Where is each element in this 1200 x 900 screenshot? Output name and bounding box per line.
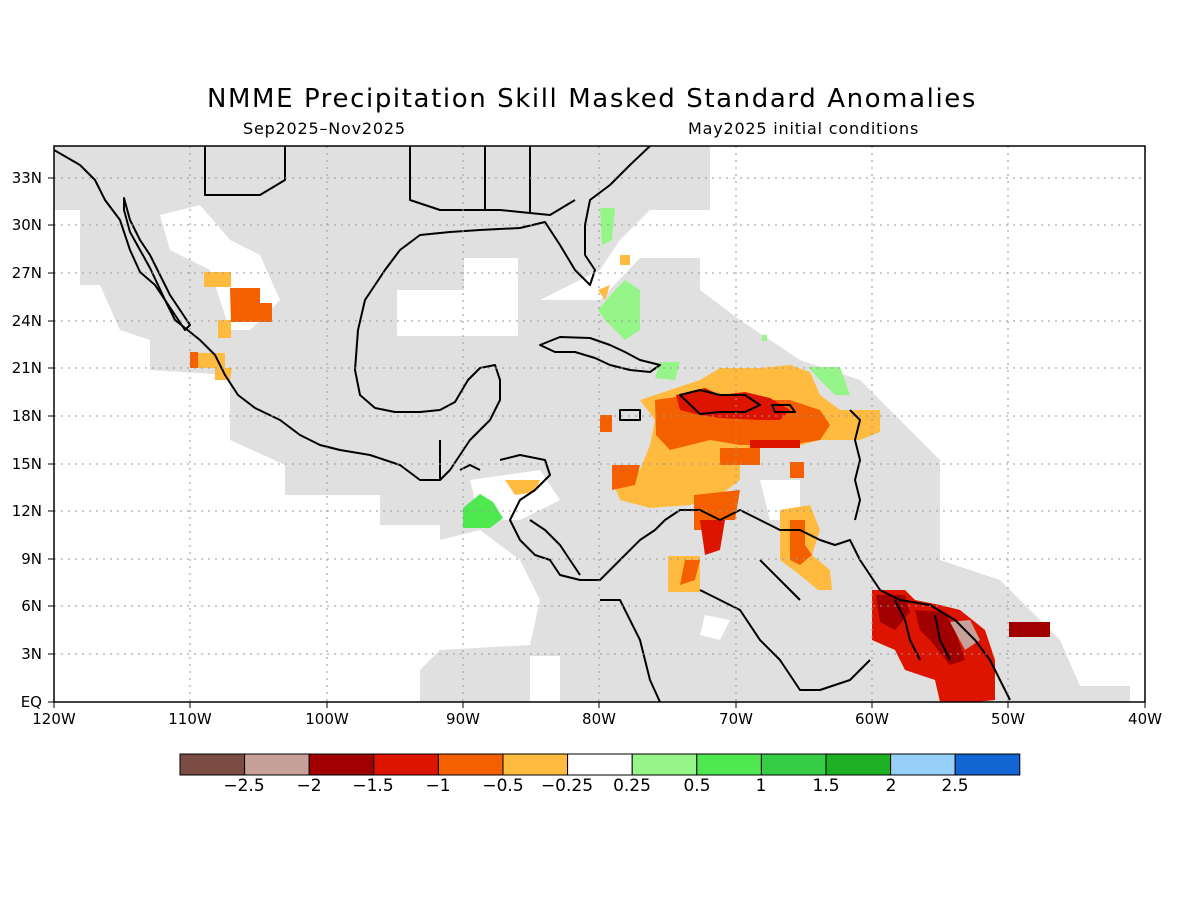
lat-label-3n: 3N [21,645,42,663]
colorbar-swatch [890,753,956,776]
anomaly-shading [190,208,1050,702]
colorbar-swatch [825,753,892,776]
colorbar-swatch [373,753,439,776]
axis-ticks [48,177,1146,708]
colorbar-swatch [308,753,375,776]
graticule [54,146,1145,702]
lat-label-33n: 33N [11,169,42,187]
colorbar-label: −1 [425,776,451,796]
lat-label-18n: 18N [11,407,42,425]
lon-label-70w: 70W [719,710,753,728]
lon-label-110w: 110W [168,710,212,728]
colorbar-label: −0.5 [482,776,524,796]
lon-label-90w: 90W [446,710,480,728]
colorbar-label: −1.5 [352,776,394,796]
lat-label-15n: 15N [11,455,42,473]
colorbar-swatch [567,753,633,776]
lon-label-50w: 50W [991,710,1025,728]
colorbar-label: 0.5 [683,776,711,796]
colorbar-swatch [502,753,569,776]
colorbar-swatch [631,753,698,776]
colorbar-label: −0.25 [540,776,594,796]
colorbar-label: −2 [296,776,322,796]
initial-conditions: May2025 initial conditions [688,119,920,138]
map-title: NMME Precipitation Skill Masked Standard… [206,84,978,114]
colorbar-label: 0.25 [613,776,651,796]
colorbar-swatch [954,753,1021,776]
colorbar-swatch [760,753,827,776]
lon-label-100w: 100W [305,710,349,728]
colorbar-label: 1 [755,776,767,796]
colorbar-swatch [244,753,310,776]
map-layers [54,146,1130,702]
lat-label-6n: 6N [21,597,42,615]
colorbar-swatch [437,753,504,776]
colorbar-label: 2 [885,776,897,796]
lon-label-60w: 60W [855,710,889,728]
lat-label-eq: EQ [20,693,42,711]
colorbar-swatch [179,753,246,776]
colorbar-label: −2.5 [223,776,265,796]
lon-label-120w: 120W [32,710,76,728]
colorbar [179,753,1021,776]
lon-label-40w: 40W [1128,710,1162,728]
colorbar-swatch [696,753,762,776]
lat-label-27n: 27N [11,264,42,282]
lat-label-24n: 24N [11,312,42,330]
lat-label-21n: 21N [11,359,42,377]
lat-label-9n: 9N [21,550,42,568]
coastlines [54,146,1011,702]
lat-label-12n: 12N [11,502,42,520]
lon-label-80w: 80W [582,710,616,728]
lat-label-30n: 30N [11,216,42,234]
colorbar-label: 2.5 [941,776,969,796]
forecast-period: Sep2025–Nov2025 [243,119,406,138]
colorbar-label: 1.5 [812,776,840,796]
